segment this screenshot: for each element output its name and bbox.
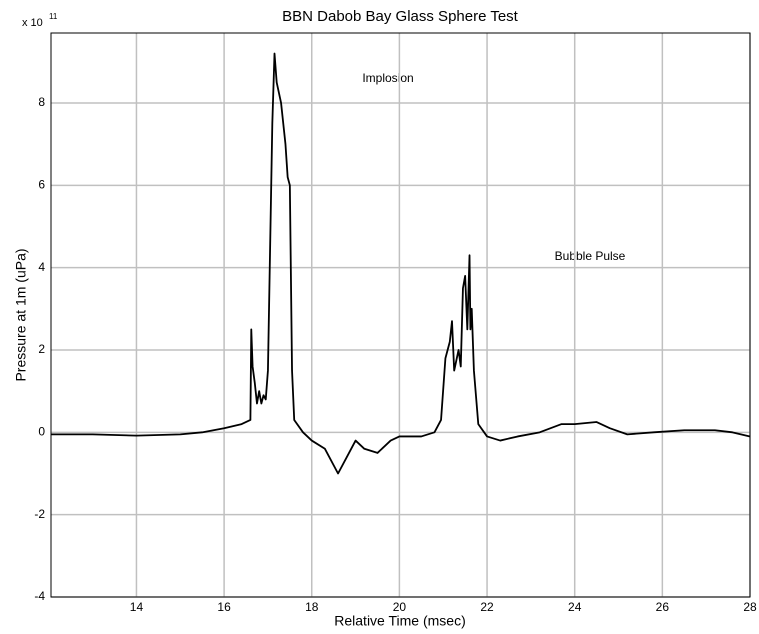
x-tick-label: 28 bbox=[743, 600, 757, 614]
x-tick-label: 16 bbox=[217, 600, 231, 614]
y-tick-label: 4 bbox=[38, 260, 45, 274]
y-multiplier-exponent: 11 bbox=[49, 12, 58, 21]
x-tick-label: 24 bbox=[568, 600, 582, 614]
y-tick-label: -2 bbox=[34, 507, 45, 521]
annotation: Implosion bbox=[362, 71, 413, 85]
y-tick-label: 8 bbox=[38, 95, 45, 109]
y-multiplier: x 10 bbox=[22, 17, 43, 29]
y-axis-label: Pressure at 1m (uPa) bbox=[13, 248, 29, 381]
y-tick-label: 6 bbox=[38, 177, 45, 191]
plot-frame bbox=[50, 32, 751, 598]
x-tick-label: 18 bbox=[305, 600, 319, 614]
chart-title: BBN Dabob Bay Glass Sphere Test bbox=[282, 8, 519, 25]
x-tick-label: 26 bbox=[656, 600, 670, 614]
x-tick-label: 14 bbox=[130, 600, 144, 614]
x-tick-label: 20 bbox=[393, 600, 407, 614]
annotation: Bubble Pulse bbox=[555, 249, 626, 263]
x-axis-label: Relative Time (msec) bbox=[334, 613, 465, 629]
x-tick-label: 22 bbox=[480, 600, 494, 614]
y-tick-label: 2 bbox=[38, 342, 45, 356]
data-line bbox=[51, 52, 751, 475]
y-tick-label: -4 bbox=[34, 589, 45, 603]
y-tick-label: 0 bbox=[38, 425, 45, 439]
